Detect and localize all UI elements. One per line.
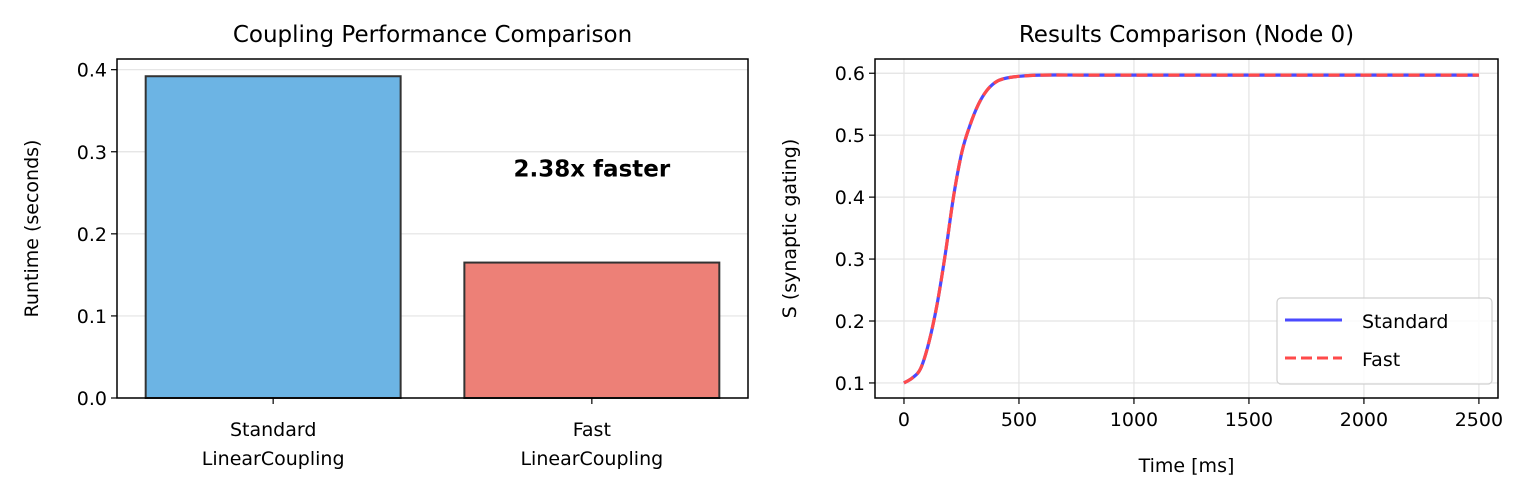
y-tick-label: 0.2 <box>835 311 865 333</box>
x-tick-label: Fast <box>573 419 611 441</box>
chart-title: Coupling Performance Comparison <box>233 22 632 48</box>
y-tick-label: 0.4 <box>77 60 107 82</box>
x-tick-label: 2000 <box>1340 409 1388 431</box>
line-chart-results: 0.1 0.2 0.3 0.4 0.5 0.6 0 500 1000 1500 2000 2500 Re… <box>779 22 1503 477</box>
x-tick-label: 500 <box>1001 409 1037 431</box>
y-tick-label: 0.4 <box>835 187 865 209</box>
series-line-fast <box>903 73 1479 385</box>
y-tick-label: 0.5 <box>835 125 865 147</box>
x-tick-label: LinearCoupling <box>520 448 663 470</box>
x-tick-label: Standard <box>230 419 316 441</box>
legend-label-fast: Fast <box>1362 349 1400 371</box>
legend: Standard Fast <box>1276 297 1493 385</box>
y-axis-label: S (synaptic gating) <box>779 139 801 319</box>
axes-frame <box>874 58 1499 399</box>
legend-label-standard: Standard <box>1362 311 1448 333</box>
y-tick-label: 0.1 <box>835 373 865 395</box>
x-tick-label: 0 <box>898 409 910 431</box>
y-tick-label: 0.3 <box>835 249 865 271</box>
y-axis-label: Runtime (seconds) <box>21 140 43 318</box>
y-tick-label: 0.2 <box>77 224 107 246</box>
y-tick-label: 0.6 <box>835 63 865 85</box>
bar-chart-runtime: 0.0 0.1 0.2 0.3 0.4 Standard LinearCoupling Fas… <box>21 22 749 470</box>
x-tick-label: 1500 <box>1225 409 1273 431</box>
x-tick-label: 2500 <box>1455 409 1503 431</box>
bar <box>463 261 721 400</box>
x-axis-label: Time [ms] <box>1138 455 1235 477</box>
axes-frame <box>116 58 749 399</box>
x-tick-label: 1000 <box>1110 409 1158 431</box>
x-tick-label: LinearCoupling <box>202 448 345 470</box>
bar <box>144 75 402 400</box>
y-tick-label: 0.0 <box>77 388 107 410</box>
y-tick-label: 0.1 <box>77 306 107 328</box>
speedup-annotation: 2.38x faster <box>513 156 670 182</box>
y-tick-label: 0.3 <box>77 142 107 164</box>
chart-title: Results Comparison (Node 0) <box>1019 22 1354 48</box>
